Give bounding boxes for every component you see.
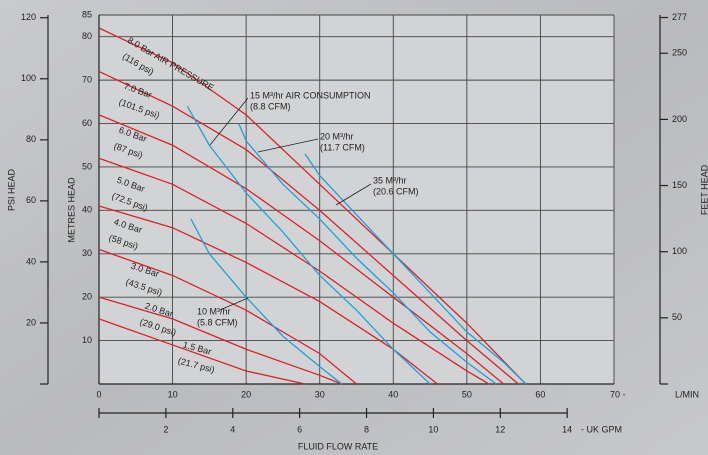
x-tick-label: 10: [168, 389, 178, 399]
y-label: METRES HEAD: [66, 177, 76, 243]
leader-line: [209, 97, 249, 146]
psi-tick-label: 20: [26, 317, 36, 327]
x-tick-label: 40: [388, 389, 398, 399]
curve: [186, 105, 431, 385]
x-tick-label: 50: [462, 389, 472, 399]
x2-label: - UK GPM: [581, 424, 622, 434]
feet-tick-label: 250: [672, 48, 687, 58]
x-title: FLUID FLOW RATE: [298, 441, 378, 451]
gpm-tick-label: 12: [495, 424, 505, 434]
gpm-tick-label: 8: [364, 424, 369, 434]
series-label: 20 M³/hr: [320, 131, 354, 141]
psi-tick-label: 120: [21, 12, 36, 22]
y-tick-label: 10: [82, 335, 92, 345]
psi-label: PSI HEAD: [6, 168, 16, 211]
gpm-tick-label: 4: [230, 424, 235, 434]
curve: [98, 27, 527, 385]
curve: [98, 70, 519, 385]
y-tick-label: 20: [82, 292, 92, 302]
series-note: (5.8 CFM): [197, 317, 238, 327]
feet-tick-label: 200: [672, 114, 687, 124]
curve: [98, 157, 490, 385]
series-note: (8.8 CFM): [250, 101, 291, 111]
x-tick-label: 60: [535, 389, 545, 399]
y-tick-label: 70: [82, 74, 92, 84]
feet-tick-label: 150: [672, 180, 687, 190]
psi-tick-label: 100: [21, 73, 36, 83]
feet-tick-label: 277: [672, 12, 687, 22]
curve: [98, 318, 306, 385]
y-tick-label: 85: [82, 9, 92, 19]
x-tick-label: 0: [96, 389, 101, 399]
curve: [304, 153, 527, 385]
leader-line: [257, 138, 319, 153]
y-tick-label: 30: [82, 248, 92, 258]
curve: [190, 218, 343, 385]
feet-tick-label: 100: [672, 246, 687, 256]
curve: [98, 296, 343, 385]
feet-tick-label: 50: [672, 312, 682, 322]
y-tick-label: 80: [82, 31, 92, 41]
gpm-tick-label: 10: [428, 424, 438, 434]
curve: [98, 205, 438, 385]
series-note: (11.7 CFM): [320, 142, 365, 152]
series-label: 10 M³/hr: [197, 306, 231, 316]
y-tick-label: 60: [82, 118, 92, 128]
x-tick-label: 70 -: [610, 389, 626, 399]
x-tick-label: 30: [315, 389, 325, 399]
curve: [98, 114, 505, 385]
gpm-tick-label: 14: [562, 424, 572, 434]
curve: [238, 123, 497, 385]
psi-tick-label: 60: [26, 195, 36, 205]
gpm-tick-label: 2: [163, 424, 168, 434]
plot-area: [99, 15, 614, 384]
psi-tick-label: 80: [26, 134, 36, 144]
y-tick-label: 40: [82, 205, 92, 215]
gpm-tick-label: 6: [297, 424, 302, 434]
series-label: 35 M³/hr: [373, 175, 407, 185]
series-label: 15 M³/hr AIR CONSUMPTION: [250, 90, 371, 100]
x-tick-label: 20: [241, 389, 251, 399]
leader-line: [219, 297, 249, 311]
feet-label: FEET HEAD: [699, 164, 708, 215]
series-note: (20.6 CFM): [373, 186, 419, 196]
y-tick-label: 50: [82, 161, 92, 171]
psi-tick-label: 40: [26, 256, 36, 266]
curve: [98, 248, 357, 385]
x-label: L/MIN: [675, 389, 699, 399]
leader-line: [335, 183, 372, 206]
